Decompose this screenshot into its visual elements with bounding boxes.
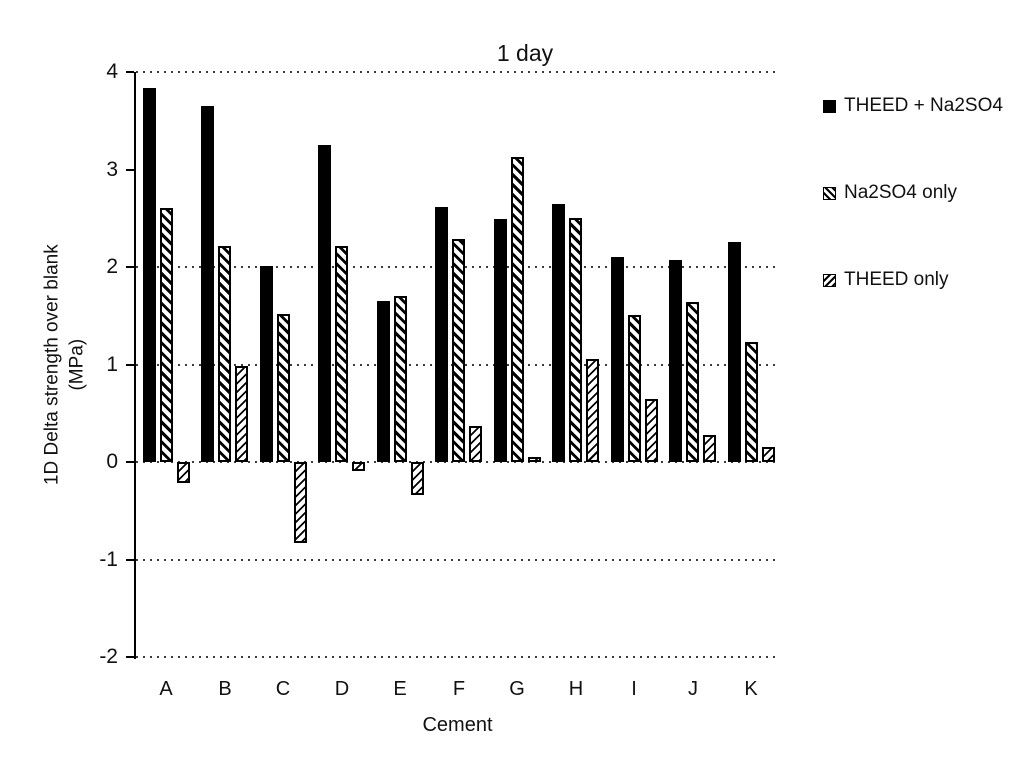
bar-G-series2	[511, 156, 524, 462]
x-tick-label-D: D	[334, 678, 350, 700]
y-tick-label: 4	[106, 60, 118, 83]
x-tick-label-J: J	[688, 678, 698, 700]
x-tick-label-F: F	[452, 678, 466, 700]
y-axis-tick	[126, 266, 134, 268]
legend-swatch-diagonal-back-hatch-icon	[823, 186, 836, 200]
y-axis-tick	[126, 558, 134, 561]
bar-C-series2	[277, 313, 290, 462]
x-axis-label: Cement	[422, 714, 493, 736]
y-tick-label: 0	[106, 450, 118, 473]
legend-item-2: Na2SO4 only	[823, 182, 957, 204]
bar-H-series1	[552, 203, 565, 462]
bar-I-series2	[628, 314, 641, 462]
y-tick-label: 1	[106, 352, 118, 376]
x-tick-label-A: A	[159, 678, 173, 700]
bar-F-series2	[452, 238, 465, 462]
bar-A-series1	[143, 87, 156, 462]
bar-F-series3	[469, 425, 482, 462]
bar-E-series1	[377, 301, 390, 462]
bar-H-series2	[569, 218, 582, 462]
y-tick-label: -2	[99, 645, 118, 668]
y-axis-line	[134, 72, 136, 659]
bar-J-series3	[703, 434, 716, 462]
bar-J-series1	[669, 260, 682, 462]
bar-I-series1	[611, 257, 624, 462]
y-axis-tick	[126, 71, 134, 73]
bar-D-series3	[352, 462, 365, 471]
y-tick-label: 2	[106, 255, 118, 278]
bar-F-series1	[435, 206, 448, 462]
y-axis-tick	[126, 168, 134, 171]
gridline-y-1	[136, 558, 779, 561]
bar-E-series2	[394, 296, 407, 462]
legend-swatch-diagonal-fwd-hatch-icon	[823, 273, 836, 287]
y-tick-label: -1	[99, 547, 118, 571]
y-axis-tick	[126, 461, 134, 463]
bar-H-series3	[586, 358, 599, 462]
legend-item-1: THEED + Na2SO4	[823, 95, 1003, 117]
bar-K-series3	[762, 447, 775, 462]
x-tick-label-H: H	[568, 678, 584, 700]
y-axis-tick	[126, 656, 134, 658]
bar-K-series2	[745, 342, 758, 462]
legend-label: THEED + Na2SO4	[844, 95, 1003, 116]
chart-title: 1 day	[496, 40, 554, 66]
legend-label: Na2SO4 only	[844, 182, 958, 203]
legend-label: THEED only	[844, 269, 949, 290]
bar-G-series3	[528, 457, 541, 462]
legend-swatch-solid-black-icon	[823, 99, 836, 113]
x-tick-label-K: K	[744, 678, 758, 700]
bar-B-series3	[235, 366, 248, 462]
bar-I-series3	[645, 398, 658, 462]
bar-J-series2	[686, 302, 699, 462]
x-tick-label-C: C	[275, 678, 291, 700]
x-tick-label-E: E	[393, 678, 407, 700]
bar-K-series1	[728, 241, 741, 462]
bar-B-series2	[218, 245, 231, 462]
bar-C-series1	[260, 266, 273, 462]
bar-A-series3	[177, 462, 190, 484]
bar-A-series2	[160, 207, 173, 462]
bar-D-series1	[318, 145, 331, 462]
bar-C-series3	[294, 462, 307, 543]
y-axis-label-line1: 1D Delta strength over blank	[41, 244, 63, 485]
gridline-y-2	[136, 656, 779, 658]
gridline-y4	[136, 71, 779, 73]
bar-D-series2	[335, 245, 348, 462]
x-tick-label-G: G	[509, 678, 525, 700]
bar-G-series1	[494, 219, 507, 462]
y-tick-label: 3	[106, 157, 118, 181]
gridline-y0	[136, 461, 779, 463]
x-tick-label-I: I	[631, 678, 637, 700]
bar-E-series3	[411, 462, 424, 496]
x-tick-label-B: B	[218, 678, 232, 700]
legend-item-3: THEED only	[823, 269, 949, 291]
bar-B-series1	[201, 106, 214, 462]
y-axis-tick	[126, 363, 134, 366]
